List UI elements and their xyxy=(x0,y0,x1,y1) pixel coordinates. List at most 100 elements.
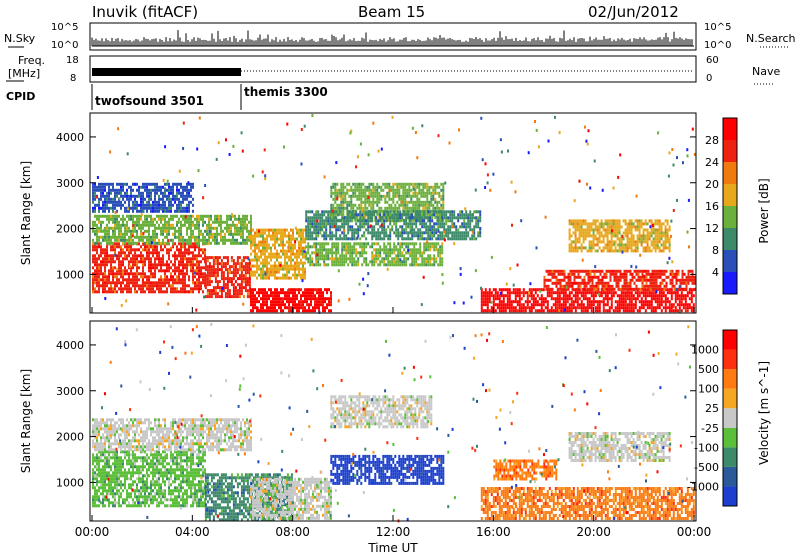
heatmap-cell xyxy=(379,213,382,217)
heatmap-cell xyxy=(380,194,383,198)
heatmap-cell xyxy=(379,248,382,252)
heatmap-cell xyxy=(381,257,384,261)
heatmap-cell xyxy=(417,219,420,223)
heatmap-cell xyxy=(160,278,162,282)
heatmap-cell xyxy=(414,188,417,192)
heatmap-cell xyxy=(354,191,357,195)
heatmap-cell xyxy=(390,209,393,213)
heatmap-cell xyxy=(92,260,94,264)
heatmap-cell xyxy=(134,287,136,291)
heatmap-cell xyxy=(383,231,386,235)
heatmap-cell xyxy=(413,251,416,255)
heatmap-cell xyxy=(325,228,328,232)
heatmap-cell xyxy=(484,300,487,304)
heatmap-cell xyxy=(154,248,156,252)
heatmap-cell xyxy=(435,257,438,261)
heatmap-cell xyxy=(461,225,464,229)
heatmap-cell xyxy=(178,251,180,255)
heatmap-cell xyxy=(98,254,100,258)
heatmap-cell xyxy=(311,257,314,261)
heatmap-cell xyxy=(405,242,408,246)
heatmap-cell xyxy=(216,256,219,260)
heatmap-cell xyxy=(292,231,294,235)
heatmap-cell xyxy=(389,228,392,232)
heatmap-cell xyxy=(112,226,114,230)
heatmap-cell xyxy=(200,266,202,270)
heatmap-cell xyxy=(320,300,322,304)
heatmap-cell xyxy=(357,251,360,255)
heatmap-cell xyxy=(184,281,186,285)
heatmap-cell xyxy=(480,303,483,307)
heatmap-cell xyxy=(188,275,190,279)
heatmap-cell xyxy=(365,242,368,246)
heatmap-cell xyxy=(108,238,110,242)
heatmap-cell xyxy=(168,284,170,288)
heatmap-cell xyxy=(92,281,94,285)
heatmap-cell xyxy=(339,260,342,264)
heatmap-cell xyxy=(554,306,557,310)
heatmap-cell xyxy=(429,260,432,264)
heatmap-cell xyxy=(340,194,343,198)
heatmap-cell xyxy=(590,294,593,298)
heatmap-cell xyxy=(437,237,440,241)
heatmap-cell xyxy=(112,245,114,249)
heatmap-cell xyxy=(386,185,389,189)
heatmap-cell xyxy=(442,200,445,204)
heatmap-cell xyxy=(451,237,454,241)
heatmap-cell xyxy=(194,245,196,249)
heatmap-cell xyxy=(554,303,557,307)
heatmap-cell xyxy=(465,228,468,232)
heatmap-cell xyxy=(365,237,368,241)
heatmap-cell xyxy=(94,248,96,252)
heatmap-cell xyxy=(218,217,220,221)
heatmap-cell xyxy=(312,309,314,313)
heatmap-cell xyxy=(178,232,180,236)
heatmap-cell xyxy=(154,238,156,242)
heatmap-cell xyxy=(603,272,606,276)
heatmap-cell xyxy=(502,303,505,307)
heatmap-cell xyxy=(598,291,601,295)
heatmap-cell xyxy=(347,237,350,241)
heatmap-cell xyxy=(412,185,415,189)
heatmap-cell xyxy=(140,232,142,236)
heatmap-cell xyxy=(565,275,568,279)
heatmap-cell xyxy=(240,259,243,263)
heatmap-cell xyxy=(459,237,462,241)
heatmap-cell xyxy=(424,206,427,210)
heatmap-cell xyxy=(317,257,320,261)
heatmap-cell xyxy=(286,267,288,271)
heatmap-cell xyxy=(565,281,568,285)
heatmap-cell xyxy=(282,303,284,307)
heatmap-cell xyxy=(597,281,600,285)
heatmap-cell xyxy=(190,260,192,264)
heatmap-cell xyxy=(232,262,235,266)
heatmap-cell xyxy=(349,260,352,264)
heatmap-cell xyxy=(309,219,312,223)
heatmap-cell xyxy=(436,206,439,210)
heatmap-cell xyxy=(282,273,284,277)
heatmap-cell xyxy=(162,226,164,230)
heatmap-cell xyxy=(408,191,411,195)
heatmap-cell xyxy=(136,272,138,276)
heatmap-cell xyxy=(674,297,677,301)
heatmap-cell xyxy=(383,260,386,264)
heatmap-cell xyxy=(168,257,170,261)
heatmap-cell xyxy=(395,245,398,249)
heatmap-cell xyxy=(410,182,413,186)
heatmap-cell xyxy=(336,203,339,207)
heatmap-cell xyxy=(315,260,318,264)
heatmap-cell xyxy=(194,269,196,273)
heatmap-cell xyxy=(632,303,635,307)
heatmap-cell xyxy=(532,300,535,304)
heatmap-cell xyxy=(276,252,278,256)
heatmap-cell xyxy=(389,245,392,249)
heatmap-cell xyxy=(198,226,200,230)
heatmap-cell xyxy=(268,288,270,292)
heatmap-cell xyxy=(274,306,276,310)
heatmap-cell xyxy=(290,243,292,247)
heatmap-cell xyxy=(144,217,146,221)
heatmap-cell xyxy=(567,272,570,276)
n-right-tick-top: 10^5 xyxy=(704,22,731,33)
heatmap-cell xyxy=(434,215,437,219)
heatmap-cell xyxy=(670,303,673,307)
